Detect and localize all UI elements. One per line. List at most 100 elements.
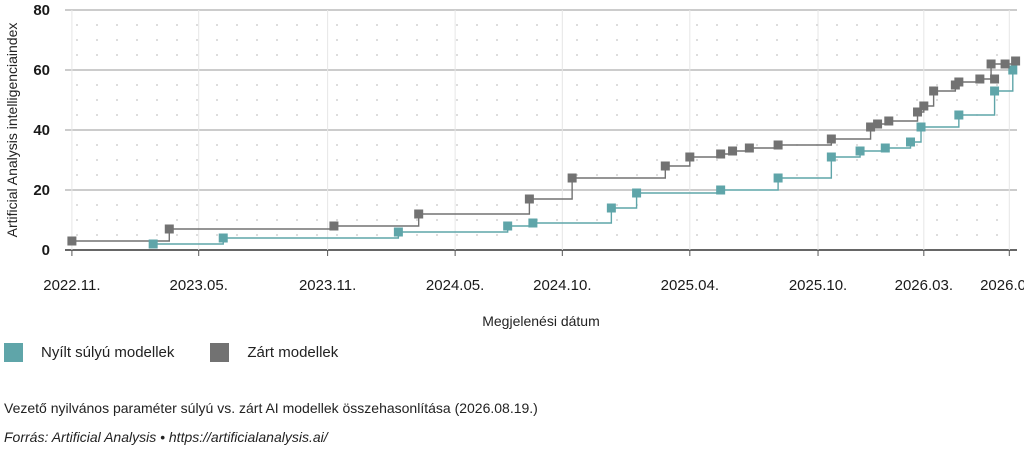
grid-dot [236, 204, 238, 206]
grid-dot [336, 39, 338, 41]
grid-dot [276, 174, 278, 176]
grid-dot [596, 174, 598, 176]
grid-dot [816, 219, 818, 221]
grid-dot [936, 114, 938, 116]
grid-dot [956, 24, 958, 26]
grid-dot [916, 174, 918, 176]
grid-dot [316, 219, 318, 221]
grid-dot [96, 174, 98, 176]
grid-dot [496, 84, 498, 86]
data-point-closed [929, 86, 939, 96]
grid-dot [356, 114, 358, 116]
grid-dot [436, 99, 438, 101]
grid-dot [976, 204, 978, 206]
data-point-closed [414, 209, 424, 219]
grid-dot [316, 174, 318, 176]
grid-dot [256, 159, 258, 161]
legend-item-open: Nyílt súlyú modellek [4, 343, 174, 362]
grid-dot [976, 234, 978, 236]
grid-dot [236, 219, 238, 221]
grid-dot [116, 174, 118, 176]
grid-dot [236, 99, 238, 101]
data-point-closed [728, 146, 738, 156]
grid-dot [556, 24, 558, 26]
axis-layer: 0 20 40 60 80 2022.11. 2023.05. 2023.11. 2024.05… [33, 2, 1024, 294]
grid-dot [76, 234, 78, 236]
grid-dot [536, 24, 538, 26]
grid-dot [936, 219, 938, 221]
grid-dot [316, 24, 318, 26]
grid-dot [336, 219, 338, 221]
grid-dot [956, 174, 958, 176]
grid-dot [796, 24, 798, 26]
grid-dot [356, 219, 358, 221]
grid-dot [636, 219, 638, 221]
grid-dot [456, 174, 458, 176]
grid-dot [936, 204, 938, 206]
grid-dot [876, 84, 878, 86]
grid-dot [916, 39, 918, 41]
grid-dot [656, 159, 658, 161]
grid-dot [836, 39, 838, 41]
grid-dot [796, 234, 798, 236]
grid-dot [816, 234, 818, 236]
grid-dot [576, 234, 578, 236]
grid-dot [236, 159, 238, 161]
grid-dot [316, 234, 318, 236]
grid-dot [816, 84, 818, 86]
grid-dot [296, 54, 298, 56]
grid-dot [176, 204, 178, 206]
grid-dot [896, 39, 898, 41]
grid-dot [476, 84, 478, 86]
grid-dot [736, 204, 738, 206]
grid-dot [376, 114, 378, 116]
grid-dot [216, 219, 218, 221]
grid-dot [116, 204, 118, 206]
grid-dot [856, 144, 858, 146]
grid-dot [676, 144, 678, 146]
grid-dot [176, 24, 178, 26]
grid-dot [356, 24, 358, 26]
data-point-open [606, 203, 616, 213]
grid-dot [396, 159, 398, 161]
grid-dot [116, 39, 118, 41]
legend-swatch-open [4, 343, 23, 362]
grid-dot [396, 219, 398, 221]
data-point-closed [660, 161, 670, 171]
data-point-closed [773, 140, 783, 150]
grid-dot [736, 219, 738, 221]
grid-dot [916, 24, 918, 26]
grid-dot [816, 24, 818, 26]
grid-dot [136, 144, 138, 146]
data-point-open [906, 137, 916, 147]
grid-dot [636, 84, 638, 86]
grid-dot [96, 204, 98, 206]
grid-dot [176, 144, 178, 146]
grid-dot [556, 174, 558, 176]
grid-dot [936, 159, 938, 161]
grid-dot [856, 24, 858, 26]
grid-dot [996, 234, 998, 236]
grid-dot [976, 219, 978, 221]
grid-dot [836, 204, 838, 206]
grid-dot [296, 99, 298, 101]
grid-dot [116, 114, 118, 116]
grid-dot [776, 84, 778, 86]
grid-dot [736, 39, 738, 41]
grid-dot [716, 24, 718, 26]
grid-dot [216, 204, 218, 206]
grid-dot [416, 204, 418, 206]
grid-dot [476, 234, 478, 236]
grid-dot [896, 204, 898, 206]
grid-dot [876, 219, 878, 221]
data-point-open [826, 152, 836, 162]
y-tick-label: 0 [42, 242, 50, 259]
grid-dot [776, 234, 778, 236]
grid-dot [656, 234, 658, 236]
data-point-open [880, 143, 890, 153]
x-tick-label: 2025.04. [661, 277, 719, 294]
grid-dot [336, 234, 338, 236]
grid-dot [476, 24, 478, 26]
grid-dot [396, 204, 398, 206]
grid-dot [76, 54, 78, 56]
